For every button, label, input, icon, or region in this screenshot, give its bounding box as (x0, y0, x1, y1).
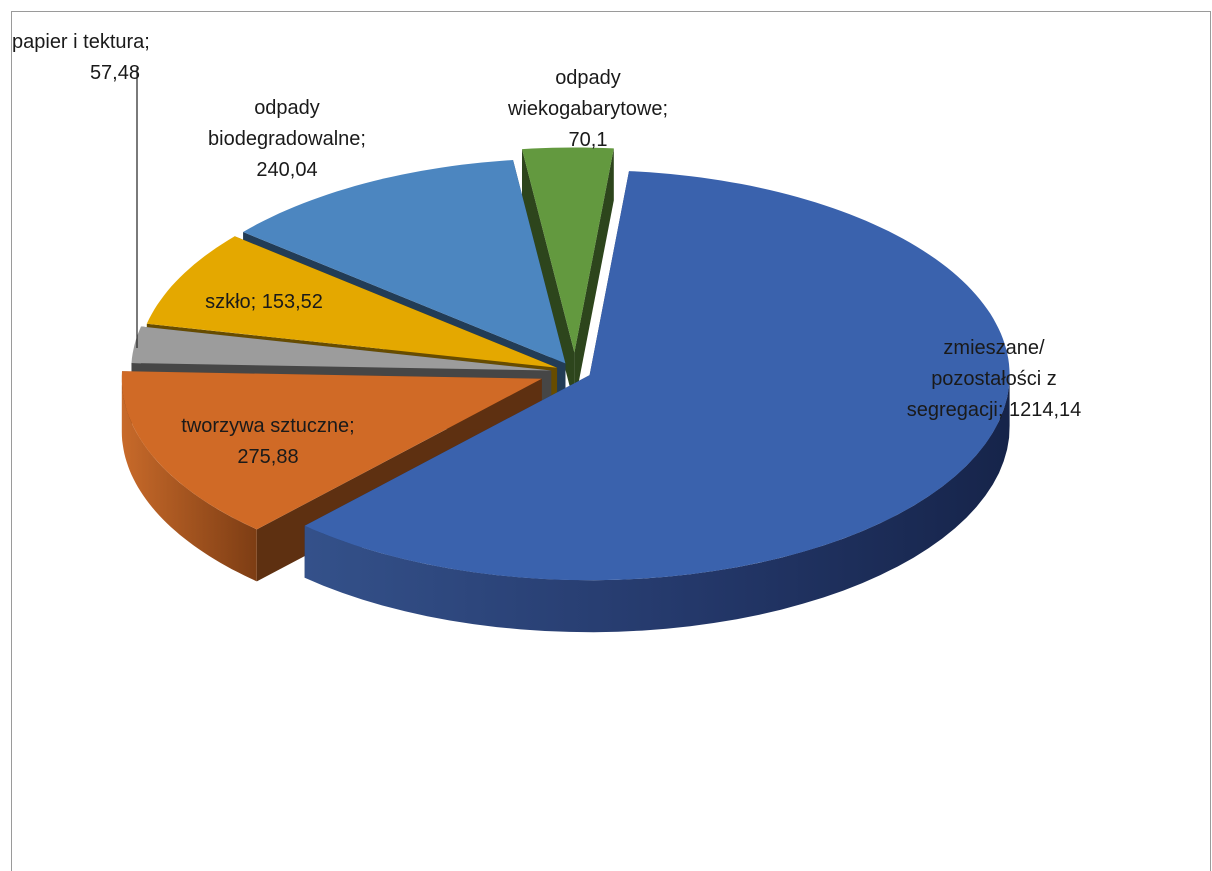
pie-label-line-4-1: biodegradowalne; (208, 128, 366, 150)
pie-label-2: papier i tektura; 57,48 (12, 31, 150, 84)
pie-label-line-1-1: 275,88 (237, 446, 298, 468)
pie-label-0: zmieszane/pozostałości z segregacji; 1214… (907, 337, 1082, 421)
pie-label-line-4-2: 240,04 (256, 159, 317, 181)
pie-label-line-1-0: tworzywa sztuczne; (181, 415, 354, 437)
pie-label-line-2-1: 57,48 (90, 62, 140, 84)
pie-slice-2 (131, 326, 552, 371)
pie-label-5: odpady wiekogabarytowe; 70,1 (507, 67, 668, 151)
pie-label-line-4-0: odpady (254, 97, 320, 119)
pie-label-line-3-0: szkło; 153,52 (205, 291, 323, 313)
pie-slice-side-1-0 (121, 375, 257, 582)
pie-label-line-0-1: pozostałości z (931, 368, 1057, 390)
pie-label-4: odpady biodegradowalne; 240,04 (208, 97, 366, 181)
pie-slice-group-0 (304, 171, 1010, 633)
pie-label-line-5-1: wiekogabarytowe; (507, 98, 668, 120)
pie-slice-wall-5-0 (522, 149, 575, 405)
pie-slice-4 (243, 160, 566, 364)
pie-slice-side-0-0 (304, 373, 1010, 633)
pie-chart: zmieszane/pozostałości z segregacji; 1214… (12, 31, 1082, 633)
pie-label-line-0-2: segregacji; 1214,14 (907, 399, 1082, 421)
pie-slice-1 (121, 371, 542, 530)
pie-label-1: tworzywa sztuczne; 275,88 (181, 415, 354, 468)
pie-label-line-5-0: odpady (555, 67, 621, 89)
pie-label-line-2-0: papier i tektura; (12, 31, 150, 53)
pie-slice-0 (304, 171, 1010, 581)
pie-slice-wall-5-1 (574, 148, 614, 405)
pie-label-line-0-0: zmieszane/ (943, 337, 1045, 359)
pie-slice-group-5 (522, 147, 614, 405)
pie-label-line-5-2: 70,1 (569, 129, 608, 151)
pie-slice-3 (146, 236, 558, 368)
pie-slice-5 (522, 147, 614, 353)
pie-label-3: szkło; 153,52 (205, 291, 323, 313)
chart-frame: zmieszane/pozostałości z segregacji; 1214… (11, 11, 1211, 871)
